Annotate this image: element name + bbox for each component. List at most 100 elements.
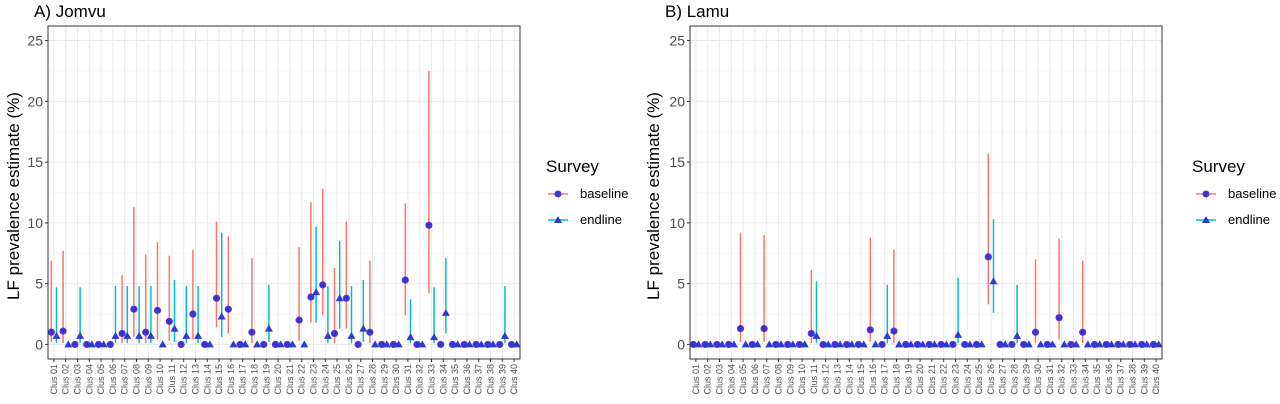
point-endline [1013, 331, 1022, 339]
point-endline [477, 340, 486, 348]
x-tick-label: Clus 02 [61, 364, 71, 395]
point-endline [52, 331, 61, 339]
point-endline [1142, 340, 1151, 348]
x-tick-label: Clus 33 [1069, 364, 1079, 395]
legend-marker [1202, 190, 1210, 198]
x-tick-label: Clus 14 [202, 364, 212, 395]
x-tick-label: Clus 31 [403, 364, 413, 395]
point-baseline [177, 340, 185, 349]
point-baseline [1079, 328, 1087, 336]
point-baseline [142, 328, 150, 336]
point-endline [1001, 340, 1010, 348]
point-endline [205, 340, 214, 348]
point-endline [824, 340, 833, 348]
point-endline [300, 340, 309, 348]
point-baseline [165, 317, 173, 325]
point-endline [312, 288, 321, 296]
x-tick-label: Clus 08 [132, 364, 142, 395]
y-tick-label: 15 [669, 154, 685, 170]
point-endline [777, 340, 786, 348]
x-tick-label: Clus 14 [844, 364, 854, 395]
point-baseline [106, 340, 114, 349]
x-tick-label: Clus 13 [833, 364, 843, 395]
point-endline [954, 330, 963, 338]
y-tick-label: 0 [677, 336, 685, 352]
x-tick-label: Clus 01 [49, 364, 59, 395]
x-tick-label: Clus 28 [368, 364, 378, 395]
point-endline [930, 340, 939, 348]
point-baseline [984, 253, 992, 261]
point-endline [1060, 340, 1069, 348]
y-tick-label: 25 [27, 33, 43, 49]
x-tick-label: Clus 07 [762, 364, 772, 395]
x-tick-label: Clus 36 [1104, 364, 1114, 395]
x-tick-label: Clus 16 [868, 364, 878, 395]
x-tick-label: Clus 11 [167, 364, 177, 394]
x-tick-label: Clus 06 [108, 364, 118, 395]
point-endline [111, 331, 120, 339]
x-tick-label: Clus 23 [951, 364, 961, 395]
point-endline [1024, 340, 1033, 348]
y-tick-label: 0 [35, 336, 43, 352]
point-endline [382, 340, 391, 348]
point-baseline [496, 340, 504, 349]
x-tick-label: Clus 04 [726, 364, 736, 395]
x-tick-label: Clus 16 [226, 364, 236, 395]
x-tick-label: Clus 39 [497, 364, 507, 395]
point-endline [788, 340, 797, 348]
point-baseline [1008, 340, 1016, 349]
point-endline [359, 324, 368, 332]
point-baseline [807, 329, 815, 338]
point-endline [942, 340, 951, 348]
x-tick-label: Clus 01 [691, 364, 701, 395]
point-endline [371, 340, 380, 348]
x-tick-label: Clus 10 [155, 364, 165, 395]
y-axis-title: LF prevalence estimate (%) [4, 92, 23, 300]
point-endline [253, 340, 262, 348]
point-endline [465, 340, 474, 348]
x-tick-label: Clus 29 [379, 364, 389, 395]
legend-title: Survey [546, 157, 599, 176]
x-tick-label: Clus 12 [179, 364, 189, 395]
point-endline [323, 331, 332, 339]
point-endline [729, 340, 738, 348]
legend-key-baseline [548, 190, 568, 198]
point-endline [918, 340, 927, 348]
x-tick-label: Clus 15 [856, 364, 866, 395]
point-baseline [1055, 314, 1063, 322]
panel-title: A) Jomvu [34, 2, 106, 21]
x-tick-label: Clus 21 [927, 364, 937, 395]
x-tick-label: Clus 40 [1151, 364, 1161, 395]
point-endline [489, 340, 498, 348]
legend-key-endline [1196, 216, 1216, 223]
point-baseline [760, 325, 768, 333]
point-baseline [878, 340, 886, 349]
point-endline [812, 331, 821, 339]
legend-key-endline [548, 216, 568, 223]
point-endline [800, 340, 809, 348]
point-endline [123, 331, 132, 339]
point-baseline [890, 327, 898, 335]
x-tick-label: Clus 33 [427, 364, 437, 395]
point-baseline [330, 329, 339, 338]
panel-border [689, 25, 1163, 360]
x-tick-label: Clus 19 [903, 364, 913, 395]
point-endline [847, 340, 856, 348]
point-endline [694, 340, 703, 348]
point-endline [99, 340, 108, 348]
point-baseline [949, 340, 957, 349]
point-baseline [224, 305, 232, 313]
x-tick-label: Clus 03 [73, 364, 83, 395]
x-tick-label: Clus 21 [285, 364, 295, 395]
x-tick-label: Clus 38 [1128, 364, 1138, 395]
legend-key-baseline [1196, 190, 1216, 198]
point-endline [1095, 340, 1104, 348]
point-endline [264, 324, 273, 332]
point-baseline [59, 327, 67, 335]
y-tick-label: 15 [27, 154, 43, 170]
point-baseline [342, 294, 350, 302]
x-tick-label: Clus 20 [273, 364, 283, 395]
x-tick-label: Clus 26 [344, 364, 354, 395]
x-tick-label: Clus 05 [738, 364, 748, 395]
point-baseline [866, 326, 874, 334]
